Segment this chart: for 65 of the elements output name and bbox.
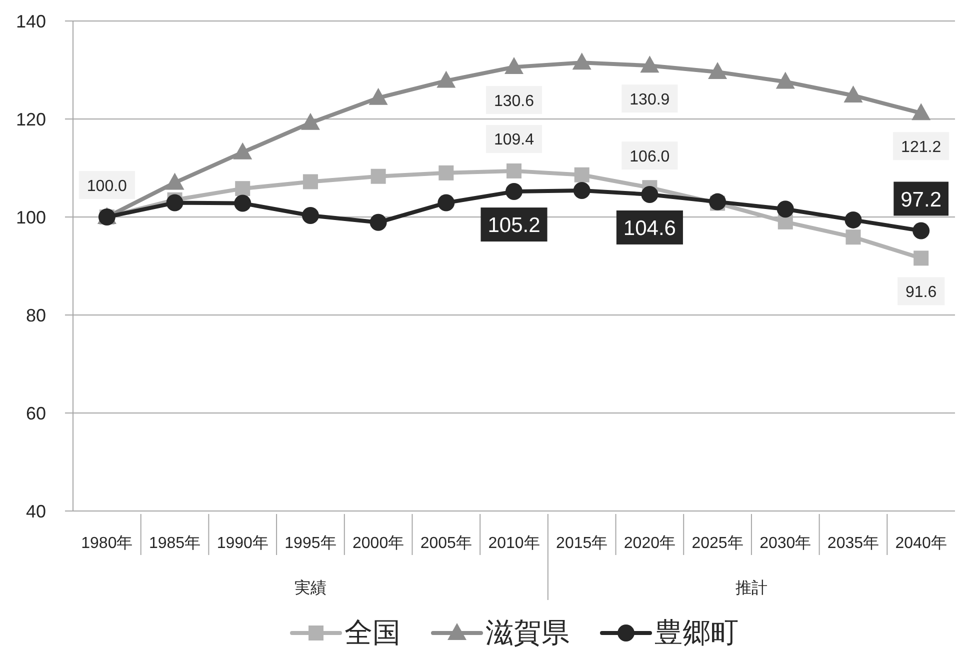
- point: [370, 214, 387, 231]
- point: [436, 70, 456, 88]
- point: [708, 62, 728, 79]
- point: [574, 167, 590, 182]
- point: [233, 142, 252, 160]
- point: [912, 103, 931, 120]
- point: [914, 250, 929, 266]
- data-label: 91.6: [906, 284, 937, 301]
- y-tick-label: 100: [16, 207, 46, 228]
- point: [504, 57, 524, 74]
- data-label: 130.9: [630, 91, 670, 108]
- x-tick-label: 1985年: [148, 535, 201, 552]
- x-tick-label: 1995年: [284, 535, 336, 552]
- x-tick-label: 1990年: [216, 535, 268, 552]
- point: [234, 194, 252, 212]
- x-tick-label: 1980年: [81, 535, 133, 552]
- point: [368, 88, 388, 105]
- data-label: 105.2: [488, 214, 540, 238]
- point: [506, 163, 522, 178]
- point: [844, 211, 862, 228]
- point: [573, 182, 590, 200]
- point: [506, 183, 522, 200]
- y-tick-label: 60: [26, 403, 46, 424]
- data-label: 121.2: [901, 138, 942, 156]
- x-tick-label: 2000年: [352, 535, 404, 552]
- y-tick-label: 40: [26, 501, 46, 522]
- x-tick-label: 2015年: [556, 535, 608, 552]
- point: [776, 72, 795, 89]
- x-tick-label: 2010年: [488, 535, 540, 552]
- point: [912, 222, 930, 240]
- point: [844, 85, 863, 102]
- legend-label: 全国: [344, 616, 400, 648]
- point: [640, 56, 660, 73]
- point: [166, 194, 184, 212]
- point: [235, 181, 250, 196]
- data-label: 109.4: [494, 132, 534, 149]
- point: [300, 112, 320, 130]
- legend-label: 滋賀県: [486, 616, 570, 648]
- point: [846, 230, 861, 245]
- data-label: 100.0: [86, 178, 128, 195]
- data-label: 104.6: [623, 217, 676, 240]
- text: 実績: [294, 579, 326, 597]
- point: [438, 165, 454, 180]
- data-label: 97.2: [900, 188, 942, 212]
- point: [776, 200, 794, 218]
- text: 推計: [735, 579, 768, 597]
- point: [302, 207, 319, 224]
- point: [572, 52, 592, 70]
- legend-label: 豊郷町: [654, 616, 738, 648]
- x-tick-label: 2020年: [624, 535, 676, 552]
- x-tick-label: 2005年: [420, 535, 472, 552]
- data-label: 106.0: [630, 148, 670, 166]
- data-label: 130.6: [494, 92, 534, 110]
- x-tick-label: 2025年: [692, 535, 744, 552]
- y-tick-label: 140: [16, 11, 46, 32]
- y-tick-label: 80: [26, 305, 46, 326]
- y-tick-label: 120: [16, 109, 46, 130]
- point: [641, 186, 658, 203]
- point: [165, 172, 184, 190]
- point: [438, 194, 455, 212]
- x-tick-label: 2040年: [895, 535, 947, 552]
- point: [302, 174, 318, 190]
- x-tick-label: 2035年: [827, 535, 880, 552]
- point: [370, 168, 386, 184]
- x-tick-label: 2030年: [760, 535, 812, 552]
